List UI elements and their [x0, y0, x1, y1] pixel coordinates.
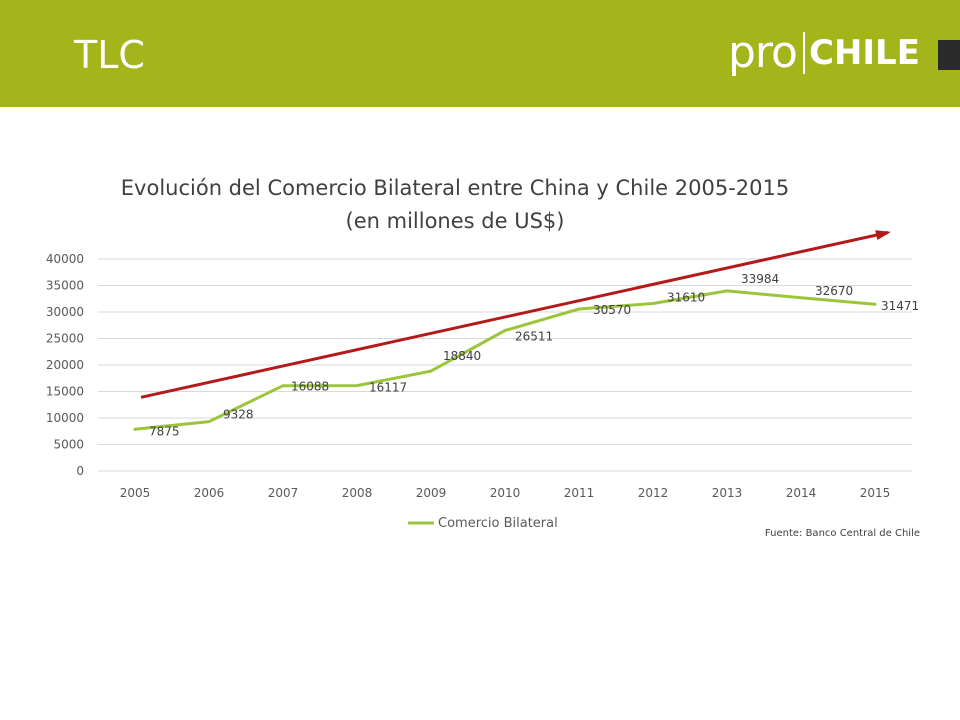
data-label: 31610	[667, 290, 705, 304]
y-tick-label: 5000	[53, 438, 84, 452]
x-tick-label: 2009	[416, 486, 447, 500]
slide-title: TLC	[74, 33, 145, 77]
y-tick-label: 15000	[46, 385, 84, 399]
logo-chile-text: CHILE	[808, 33, 920, 73]
x-tick-label: 2015	[860, 486, 891, 500]
legend-label: Comercio Bilateral	[438, 516, 558, 531]
x-tick-label: 2010	[490, 486, 521, 500]
data-label: 32670	[815, 284, 853, 298]
data-label: 9328	[223, 408, 254, 422]
data-label: 26511	[515, 329, 553, 343]
logo-pro-text: pro	[728, 27, 798, 78]
x-tick-label: 2007	[268, 486, 299, 500]
y-tick-label: 10000	[46, 411, 84, 425]
chart-title-block: Evolución del Comercio Bilateral entre C…	[100, 172, 810, 238]
x-tick-label: 2014	[786, 486, 817, 500]
y-tick-label: 25000	[46, 332, 84, 346]
y-tick-label: 35000	[46, 279, 84, 293]
data-label: 31471	[881, 299, 919, 313]
x-tick-label: 2006	[194, 486, 225, 500]
source-note: Fuente: Banco Central de Chile	[764, 528, 920, 539]
series-line-comercio-bilateral	[133, 289, 877, 431]
x-tick-label: 2013	[712, 486, 743, 500]
y-tick-label: 40000	[46, 252, 84, 266]
data-label: 30570	[593, 303, 631, 317]
y-tick-label: 20000	[46, 358, 84, 372]
logo-block	[938, 40, 960, 70]
prochile-logo: pro CHILE	[728, 28, 920, 78]
data-label: 18840	[443, 349, 481, 363]
data-label: 16117	[369, 381, 407, 395]
data-label: 33984	[741, 272, 779, 286]
chart-title: Evolución del Comercio Bilateral entre C…	[120, 176, 790, 200]
logo-separator	[802, 32, 805, 74]
x-tick-label: 2012	[638, 486, 669, 500]
x-tick-label: 2011	[564, 486, 595, 500]
y-tick-label: 30000	[46, 305, 84, 319]
data-label: 16088	[291, 380, 329, 394]
trend-arrow-line	[140, 231, 889, 399]
trend-arrow-head	[875, 230, 891, 240]
data-label: 7875	[149, 424, 180, 438]
chart-subtitle: (en millones de US$)	[345, 209, 565, 233]
slide-header: TLC pro CHILE	[0, 0, 960, 107]
x-tick-label: 2005	[120, 486, 151, 500]
y-tick-label: 0	[76, 464, 84, 478]
x-tick-label: 2008	[342, 486, 373, 500]
